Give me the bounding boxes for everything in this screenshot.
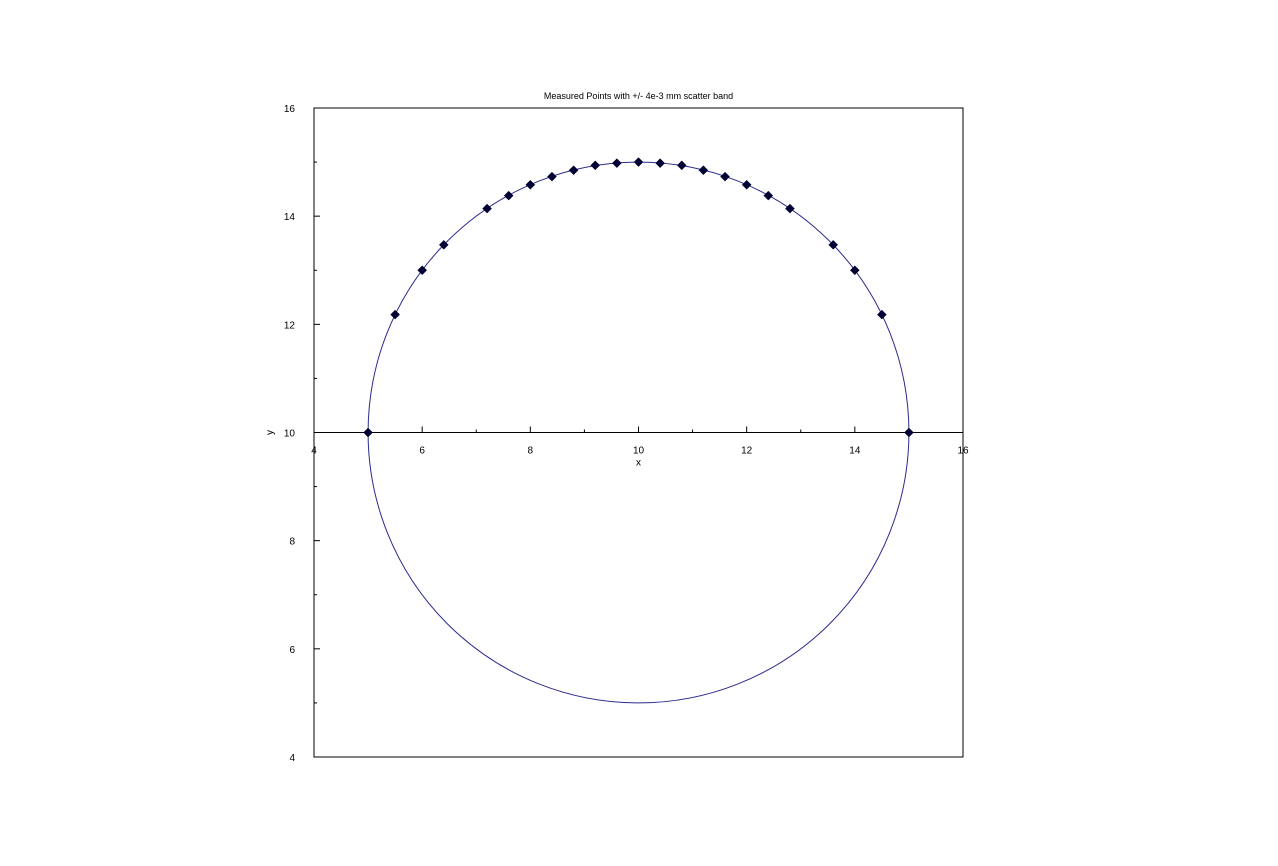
data-point <box>633 157 644 167</box>
data-point <box>482 203 492 214</box>
data-point <box>363 427 373 438</box>
data-point <box>503 190 514 201</box>
data-point <box>763 190 774 201</box>
data-point <box>720 171 730 182</box>
y-tick-label: 4 <box>289 753 295 764</box>
data-point <box>547 171 557 182</box>
data-point <box>525 179 536 190</box>
data-point <box>612 158 622 169</box>
x-tick-label: 8 <box>528 446 534 457</box>
data-point <box>568 165 579 176</box>
data-point <box>785 203 795 214</box>
chart-title: Measured Points with +/- 4e-3 mm scatter… <box>544 91 733 101</box>
data-point <box>904 427 914 438</box>
x-tick-label: 4 <box>311 446 317 457</box>
y-axis-label: y <box>265 430 276 435</box>
data-point <box>438 239 449 250</box>
ticks: 4 6 8 10 12 14 16 4 6 8 10 12 14 16 <box>284 104 969 764</box>
x-tick-label: 6 <box>419 446 425 457</box>
y-tick-label: 6 <box>289 645 295 656</box>
points-layer <box>363 157 914 438</box>
y-tick-label: 12 <box>284 320 296 331</box>
x-tick-label: 10 <box>633 446 645 457</box>
data-point <box>655 158 665 169</box>
data-point <box>676 160 687 171</box>
data-point <box>741 179 752 190</box>
data-point <box>849 265 860 276</box>
x-axis-label: x <box>636 458 641 469</box>
x-tick-label: 12 <box>741 446 753 457</box>
data-point <box>417 265 428 276</box>
data-point <box>877 309 887 320</box>
y-tick-label: 8 <box>289 537 295 548</box>
data-point <box>590 160 601 171</box>
y-tick-label: 16 <box>284 104 296 115</box>
data-point <box>698 165 709 176</box>
x-tick-label: 14 <box>849 446 861 457</box>
y-tick-label: 10 <box>284 429 296 440</box>
data-point <box>390 309 400 320</box>
y-tick-label: 14 <box>284 212 296 223</box>
data-point <box>828 239 839 250</box>
x-tick-label: 16 <box>957 446 969 457</box>
